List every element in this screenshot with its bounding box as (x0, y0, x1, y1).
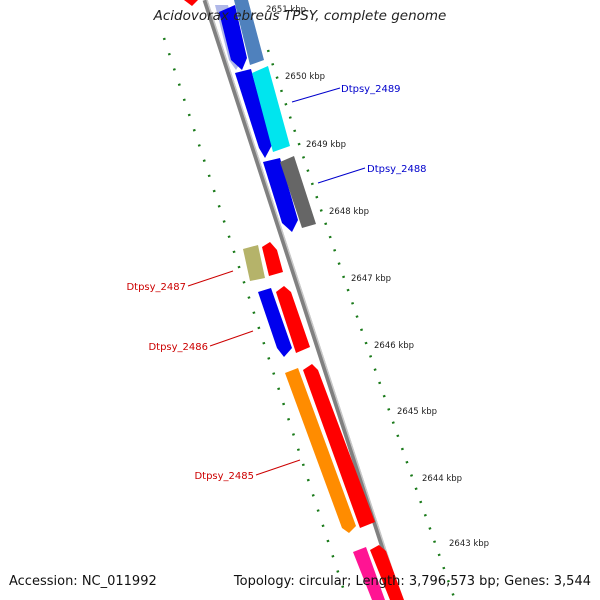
gene-arrow-red-2486 (276, 286, 310, 353)
gene-arrow-top-partial (184, 0, 198, 6)
gene-label-2487[interactable]: Dtpsy_2487 (126, 282, 186, 293)
tick-label-2644: 2644 kbp (422, 474, 462, 484)
genome-summary-text: Topology: circular; Length: 3,796,573 bp… (233, 574, 591, 589)
leader-line-2487 (187, 270, 234, 287)
tick-label-2651: 2651 kbp (266, 5, 306, 15)
gene-arrow-red-small (262, 242, 283, 276)
tick-label-2649: 2649 kbp (306, 140, 346, 150)
leader-line-2486 (209, 330, 254, 347)
leader-line-2485 (255, 459, 301, 476)
gene-arrow-gray-2488 (280, 156, 316, 228)
gene-arrow-red-2485 (303, 364, 375, 528)
gene-arrow-blue-2488 (235, 69, 272, 158)
gene-arrow-orange-2485 (285, 368, 356, 533)
genome-title: Acidovorax ebreus TPSY, complete genome (153, 8, 447, 24)
tick-label-2648: 2648 kbp (329, 207, 369, 217)
tick-label-2645: 2645 kbp (397, 407, 437, 417)
backbone-line (202, 0, 403, 600)
gene-arrow-cyan-2489 (252, 66, 290, 152)
accession-text: Accession: NC_011992 (9, 574, 157, 589)
gene-arrow-blue-2486 (258, 288, 292, 357)
gene-arrow-steel (234, 0, 264, 65)
gene-label-2485[interactable]: Dtpsy_2485 (194, 471, 254, 482)
gene-label-2488[interactable]: Dtpsy_2488 (367, 164, 427, 175)
backbone-highlight (206, 0, 403, 600)
gene-label-2489[interactable]: Dtpsy_2489 (341, 84, 401, 95)
leader-line-2489 (291, 87, 341, 103)
gene-arrow-pink (353, 547, 385, 600)
tick-label-2650: 2650 kbp (285, 72, 325, 82)
tick-label-2646: 2646 kbp (374, 341, 414, 351)
gene-label-2486[interactable]: Dtpsy_2486 (148, 342, 208, 353)
tick-label-2647: 2647 kbp (351, 274, 391, 284)
gene-arrow-red-bottom (370, 545, 404, 600)
gene-arrow-blue-1 (219, 5, 247, 70)
gene-arrow-blue-2488b (263, 158, 298, 232)
tick-label-2643: 2643 kbp (449, 539, 489, 549)
leader-line-2488 (317, 167, 366, 184)
gene-arrow-olive (243, 245, 265, 281)
